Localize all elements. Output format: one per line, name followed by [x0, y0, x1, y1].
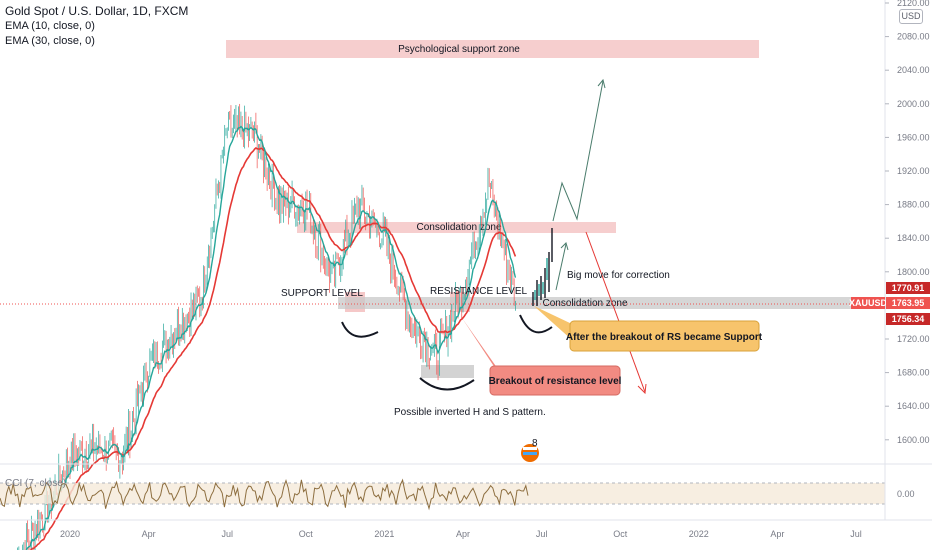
- consolidation-zone-upper: [297, 222, 616, 233]
- inverted-hs-label: Possible inverted H and S pattern.: [394, 407, 546, 418]
- y-tick-label: 2120.00: [897, 0, 930, 8]
- svg-text:1770.91: 1770.91: [892, 283, 925, 293]
- y-tick-label: 1720.00: [897, 334, 930, 344]
- ema30-line: [30, 147, 517, 550]
- small-up-arrow: [555, 243, 567, 291]
- x-tick-label: Jul: [850, 529, 862, 539]
- small-up-arrowhead: [560, 242, 569, 251]
- bearish-arrowhead: [637, 383, 647, 395]
- big-move-label: Big move for correction: [567, 270, 670, 281]
- svg-text:1763.95: 1763.95: [892, 298, 925, 308]
- projected-bars: [532, 228, 553, 306]
- breakout-support-callout-text: After the breakout of RS became Support: [566, 332, 763, 343]
- breakout-support-callout: [569, 320, 760, 352]
- bullish-path-arrowhead: [597, 78, 606, 89]
- chart-legend: Gold Spot / U.S. Dollar, 1D, FXCM EMA (1…: [5, 4, 188, 49]
- y-tick-label: 1880.00: [897, 200, 930, 210]
- y-tick-label: 2000.00: [897, 99, 930, 109]
- symbol-tag: XAUUSD: [849, 297, 888, 309]
- time-axis: 2020 Apr Jul Oct 2021 Apr Jul Oct 2022 Apr Jul: [60, 529, 862, 539]
- y-tick-label: 1640.00: [897, 401, 930, 411]
- currency-badge[interactable]: USD: [899, 9, 923, 24]
- x-tick-label: Jul: [536, 529, 548, 539]
- x-tick-label: Apr: [770, 529, 784, 539]
- price-axis: 2120.00 2080.00 2040.00 2000.00 1960.00 1920.…: [885, 0, 930, 445]
- author-logo-icon: 8: [521, 438, 539, 462]
- breakout-resistance-callout-text: Breakout of resistance level: [489, 376, 622, 387]
- price-tag-current: 1763.95: [886, 297, 930, 309]
- bullish-path-arrow: [552, 80, 604, 222]
- candles: [17, 103, 516, 550]
- consolidation-zone-lower: [338, 297, 898, 309]
- cci-legend[interactable]: CCI (7, close): [5, 478, 67, 489]
- ema10-line: [25, 125, 517, 550]
- ema30-legend[interactable]: EMA (30, close, 0): [5, 35, 95, 47]
- bearish-arrow: [585, 231, 646, 393]
- breakout-resistance-callout: [489, 365, 621, 396]
- y-tick-label: 2040.00: [897, 65, 930, 75]
- y-tick-label: 2080.00: [897, 32, 930, 42]
- ema10-legend[interactable]: EMA (10, close, 0): [5, 20, 95, 32]
- svg-text:8: 8: [532, 438, 538, 449]
- consolidation-zone-upper-label: Consolidation zone: [416, 222, 501, 233]
- breakout-resistance-callout-pointer: [462, 318, 500, 372]
- chart-title: Gold Spot / U.S. Dollar, 1D, FXCM: [5, 4, 189, 18]
- support-level-label: SUPPORT LEVEL: [281, 288, 363, 299]
- x-tick-label: Apr: [142, 529, 156, 539]
- cci-line: [0, 478, 529, 511]
- head-curve: [419, 377, 475, 391]
- y-tick-label: 1960.00: [897, 132, 930, 142]
- y-tick-label: 1840.00: [897, 233, 930, 243]
- y-tick-label: 1920.00: [897, 166, 930, 176]
- price-tag-1770: 1770.91: [886, 282, 930, 294]
- svg-text:1756.34: 1756.34: [892, 314, 925, 324]
- psychological-support-zone-label: Psychological support zone: [398, 44, 520, 55]
- svg-text:XAUUSD: XAUUSD: [849, 298, 888, 308]
- x-tick-label: 2020: [60, 529, 80, 539]
- x-tick-label: 2022: [689, 529, 709, 539]
- x-tick-label: Jul: [221, 529, 233, 539]
- left-shoulder-curve: [341, 321, 379, 338]
- y-tick-label: 1680.00: [897, 368, 930, 378]
- psychological-support-zone: [226, 40, 759, 58]
- resistance-level-label: RESISTANCE LEVEL: [430, 286, 528, 297]
- projected-bars-green: [534, 258, 548, 300]
- x-tick-label: 2021: [374, 529, 394, 539]
- cci-value-label: 0.00: [897, 489, 915, 499]
- head-box: [421, 365, 474, 378]
- x-tick-label: Apr: [456, 529, 470, 539]
- y-tick-label: 1800.00: [897, 267, 930, 277]
- cci-band: [0, 483, 885, 504]
- x-tick-label: Oct: [299, 529, 314, 539]
- y-tick-label: 1600.00: [897, 435, 930, 445]
- price-tag-1756: 1756.34: [886, 313, 930, 325]
- breakout-support-callout-pointer: [534, 306, 572, 340]
- right-shoulder-curve: [519, 314, 553, 334]
- x-tick-label: Oct: [613, 529, 628, 539]
